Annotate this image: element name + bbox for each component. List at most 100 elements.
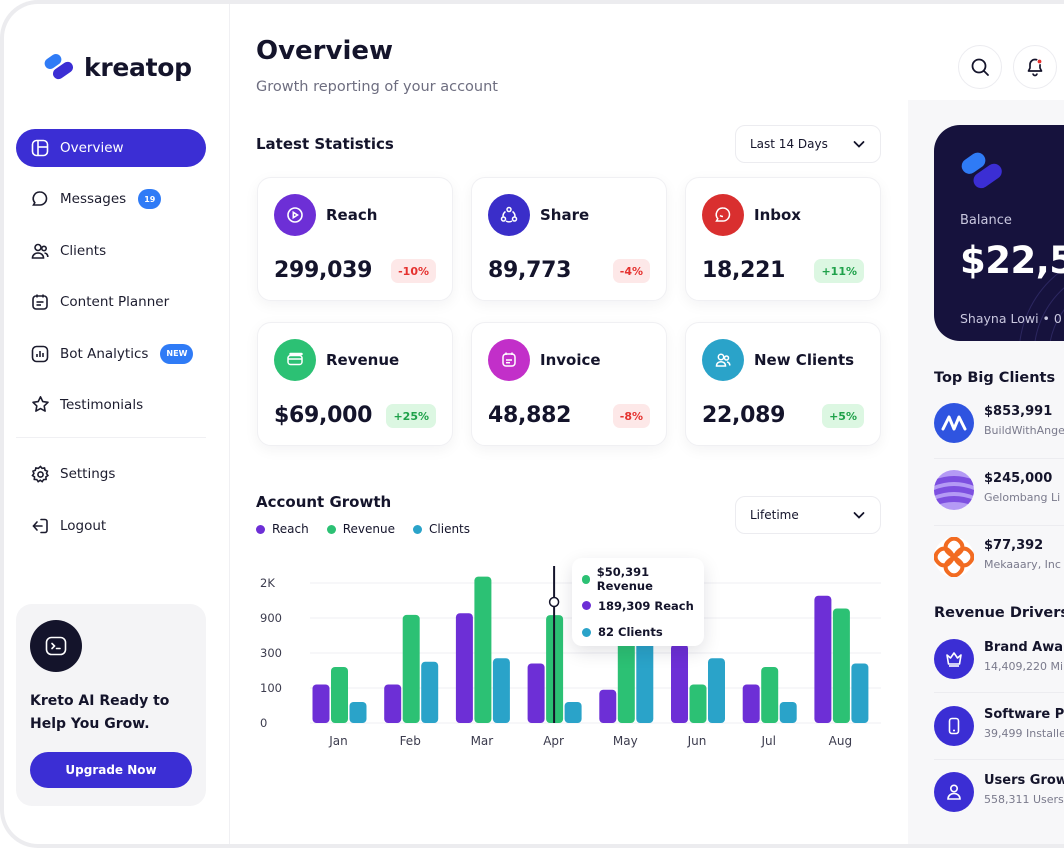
stat-label: Revenue	[326, 351, 400, 369]
brand-name: kreatop	[84, 52, 192, 82]
legend-item-clients[interactable]: Clients	[413, 522, 470, 536]
card-icon	[274, 339, 316, 381]
brand-logo[interactable]: kreatop	[42, 52, 192, 82]
client-name: Mekaaary, Inc	[984, 558, 1061, 571]
driver-item[interactable]: Users Grow 558,311 Users S	[934, 772, 1064, 812]
bar-clients-jan[interactable]	[349, 702, 367, 723]
tooltip-text: 189,309 Reach	[598, 598, 694, 613]
play-icon	[274, 194, 316, 236]
bar-reach-apr[interactable]	[527, 663, 545, 724]
tooltip-text: $50,391 Revenue	[596, 565, 653, 594]
driver-name: Software Pr	[984, 707, 1064, 722]
legend-item-reach[interactable]: Reach	[256, 522, 309, 536]
sidebar-item-logout[interactable]: Logout	[16, 507, 206, 545]
stat-card-reach[interactable]: Reach 299,039 -10%	[257, 177, 453, 301]
legend-dot	[413, 524, 423, 534]
sidebar-item-clients[interactable]: Clients	[16, 232, 206, 270]
chevron-down-icon	[853, 141, 865, 148]
bar-reach-may[interactable]	[599, 689, 617, 723]
y-tick-label: 900	[260, 611, 282, 625]
stat-label: New Clients	[754, 351, 855, 369]
tooltip-row-revenue: $50,391 Revenue	[582, 565, 694, 594]
wave-logo-icon	[934, 403, 974, 443]
bar-reach-jul[interactable]	[742, 684, 760, 724]
balance-card[interactable]: Balance $22,5 Shayna Lowi • 0	[934, 125, 1064, 341]
legend-item-revenue[interactable]: Revenue	[326, 522, 395, 536]
sidebar-item-label: Bot Analytics	[60, 345, 149, 362]
bar-revenue-jun[interactable]	[689, 684, 707, 724]
kreatop-logo-icon	[961, 152, 1002, 189]
sidebar-item-content-planner[interactable]: Content Planner	[16, 283, 206, 321]
sidebar-item-label: Logout	[60, 517, 107, 534]
bar-reach-jan[interactable]	[312, 684, 330, 724]
stat-card-revenue[interactable]: Revenue $69,000 +25%	[257, 322, 453, 446]
bar-clients-aug[interactable]	[851, 663, 869, 724]
x-tick-label: Apr	[543, 734, 564, 748]
stat-change-badge: +25%	[386, 404, 436, 428]
sidebar-item-label: Clients	[60, 242, 107, 259]
client-amount: $77,392	[984, 538, 1044, 553]
logout-icon	[30, 516, 50, 536]
upgrade-now-button[interactable]: Upgrade Now	[30, 752, 192, 788]
stat-card-invoice[interactable]: Invoice 48,882 -8%	[471, 322, 667, 446]
ai-promo-card: Kreto AI Ready to Help You Grow. Upgrade…	[16, 604, 206, 806]
bar-clients-may[interactable]	[636, 635, 654, 724]
select-value: Lifetime	[750, 508, 799, 522]
sidebar-item-overview[interactable]: Overview	[16, 129, 206, 167]
stat-change-badge: +11%	[814, 259, 864, 283]
select-value: Last 14 Days	[750, 137, 828, 151]
driver-item[interactable]: Software Pr 39,499 Installe	[934, 706, 1064, 746]
bar-reach-mar[interactable]	[455, 613, 473, 723]
unread-count-badge: 19	[138, 189, 162, 210]
sidebar-item-messages[interactable]: Messages 19	[16, 180, 206, 218]
sidebar-item-bot-analytics[interactable]: Bot Analytics NEW	[16, 335, 206, 373]
growth-range-select[interactable]: Lifetime	[735, 496, 881, 534]
stat-value: 18,221	[702, 258, 786, 283]
client-item[interactable]: $245,000 Gelombang Li	[934, 470, 1064, 510]
bar-reach-feb[interactable]	[384, 684, 402, 724]
bar-clients-jun[interactable]	[708, 658, 725, 723]
client-item[interactable]: $853,991 BuildWithAnge	[934, 403, 1064, 443]
bar-revenue-feb[interactable]	[402, 614, 420, 723]
legend-label: Clients	[429, 522, 471, 536]
bar-reach-aug[interactable]	[814, 595, 832, 723]
stat-card-share[interactable]: Share 89,773 -4%	[471, 177, 667, 301]
layout-icon	[30, 138, 50, 158]
bar-revenue-may[interactable]	[617, 633, 635, 723]
new-badge: NEW	[160, 343, 194, 364]
balance-label: Balance	[960, 213, 1012, 228]
gear-icon	[30, 464, 50, 484]
search-icon	[971, 58, 989, 76]
user-icon	[934, 772, 974, 812]
y-tick-label: 2K	[260, 576, 275, 590]
bar-revenue-aug[interactable]	[832, 608, 850, 723]
bar-clients-mar[interactable]	[492, 658, 510, 723]
sidebar-item-label: Settings	[60, 466, 116, 483]
divider	[934, 692, 1064, 693]
stat-change-badge: -10%	[391, 259, 436, 283]
statistics-range-select[interactable]: Last 14 Days	[735, 125, 881, 163]
sidebar-item-label: Content Planner	[60, 294, 170, 311]
stat-value: 48,882	[488, 403, 572, 428]
y-tick-label: 300	[260, 646, 282, 660]
client-item[interactable]: $77,392 Mekaaary, Inc	[934, 537, 1064, 577]
bar-revenue-jan[interactable]	[331, 667, 348, 723]
x-tick-label: Jun	[687, 734, 707, 748]
driver-item[interactable]: Brand Awar 14,409,220 Mill	[934, 639, 1064, 679]
bar-clients-jul[interactable]	[779, 702, 797, 723]
inbox-icon	[702, 194, 744, 236]
bar-clients-feb[interactable]	[421, 661, 439, 723]
stat-card-new-clients[interactable]: New Clients 22,089 +5%	[685, 322, 881, 446]
search-button[interactable]	[958, 45, 1002, 89]
chevron-down-icon	[853, 512, 865, 519]
bar-revenue-jul[interactable]	[761, 667, 779, 723]
sidebar-item-testimonials[interactable]: Testimonials	[16, 386, 206, 424]
bar-clients-apr[interactable]	[564, 702, 582, 723]
bar-reach-jun[interactable]	[671, 644, 688, 723]
sidebar-item-settings[interactable]: Settings	[16, 455, 206, 493]
notifications-button[interactable]	[1013, 45, 1057, 89]
stat-card-inbox[interactable]: Inbox 18,221 +11%	[685, 177, 881, 301]
bar-revenue-mar[interactable]	[474, 576, 492, 723]
star-icon	[30, 395, 50, 415]
